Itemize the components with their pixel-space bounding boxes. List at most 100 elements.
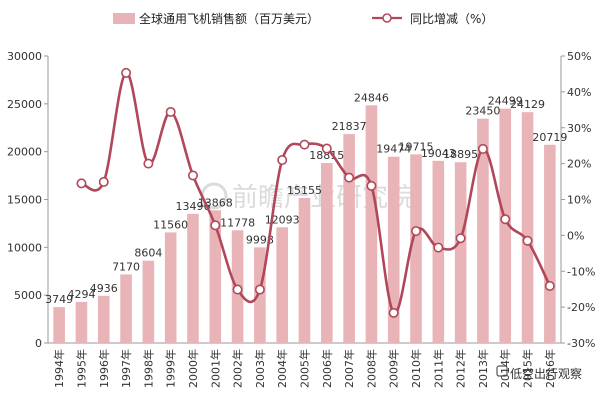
bar — [387, 156, 400, 343]
growth-point — [299, 139, 310, 150]
x-tick-label: 2014年 — [498, 349, 512, 388]
bar — [499, 108, 512, 343]
left-tick-label: 10000 — [7, 241, 42, 254]
bar-data-label: 13496 — [175, 200, 210, 213]
x-tick-label: 2012年 — [454, 349, 468, 388]
bar — [75, 301, 88, 343]
right-tick-label: 50% — [567, 50, 591, 63]
bar — [209, 210, 222, 343]
bar — [477, 118, 489, 343]
bar-data-label: 24846 — [354, 91, 389, 104]
x-tick-label: 1995年 — [74, 349, 88, 388]
bar-data-label: 15155 — [287, 184, 322, 197]
legend-line-marker — [382, 13, 392, 23]
growth-point — [321, 143, 332, 154]
bar-data-label: 7170 — [112, 260, 140, 273]
right-axis-ticks: -30% -20% -10% 0% 10% 20% 30% 40% 50% — [561, 50, 595, 350]
bar — [120, 274, 132, 343]
right-tick-label: 20% — [567, 158, 591, 171]
bar — [254, 247, 266, 343]
x-tick-label: 1999年 — [164, 349, 178, 388]
right-tick-label: 30% — [567, 122, 591, 135]
bar-data-label: 21837 — [332, 120, 367, 133]
growth-point — [477, 143, 488, 154]
right-tick-label: -10% — [567, 265, 595, 278]
corner-watermark-text: 低空出行观察 — [510, 367, 582, 381]
x-tick-label: 2008年 — [364, 349, 378, 388]
bar — [343, 134, 355, 343]
x-tick-label: 2001年 — [208, 349, 222, 388]
legend-bar-label: 全球通用飞机销售额（百万美元） — [139, 11, 319, 26]
x-tick-label: 2013年 — [476, 349, 490, 388]
x-tick-label: 2000年 — [186, 349, 200, 388]
bar-data-label: 11778 — [220, 216, 255, 229]
bar — [142, 260, 155, 343]
growth-point — [388, 307, 399, 318]
x-tick-label: 2004年 — [275, 349, 289, 388]
x-tick-label: 2007年 — [342, 349, 356, 388]
x-tick-label: 2005年 — [298, 349, 312, 388]
growth-point — [277, 155, 288, 166]
bar-data-label: 3749 — [45, 293, 73, 306]
left-tick-label: 20000 — [7, 146, 42, 159]
bar — [454, 162, 467, 343]
bar-data-label: 24499 — [488, 95, 523, 108]
growth-point — [500, 214, 511, 225]
growth-point — [76, 178, 87, 189]
bar-data-label: 19043 — [421, 147, 456, 160]
bar — [97, 295, 110, 343]
x-tick-label: 2010年 — [409, 349, 423, 388]
x-tick-label: 2011年 — [431, 349, 445, 388]
growth-point — [98, 176, 109, 187]
growth-point — [522, 235, 533, 246]
x-tick-label: 2002年 — [231, 349, 245, 388]
bar-data-label: 18895 — [443, 148, 478, 161]
bar-data-label: 19715 — [399, 140, 434, 153]
left-tick-label: 25000 — [7, 98, 42, 111]
bar — [276, 227, 288, 343]
right-tick-label: 0% — [567, 229, 584, 242]
growth-point — [121, 67, 132, 78]
left-axis-ticks: 0 5000 10000 15000 20000 25000 30000 — [7, 50, 48, 350]
x-tick-label: 1997年 — [119, 349, 133, 388]
bar — [410, 154, 422, 343]
bar-data-label: 24129 — [510, 98, 545, 111]
left-tick-label: 30000 — [7, 50, 42, 63]
x-tick-label: 2015年 — [521, 349, 535, 388]
legend-bar-swatch — [113, 13, 135, 24]
bar — [187, 213, 199, 343]
growth-point — [366, 180, 377, 191]
growth-point — [455, 233, 466, 244]
bar — [164, 232, 177, 343]
bar — [53, 307, 65, 343]
wechat-icon — [496, 365, 508, 377]
bar-data-label: 11560 — [153, 218, 188, 231]
growth-point — [232, 284, 243, 295]
bar-data-label: 8604 — [134, 247, 162, 260]
bar — [365, 105, 378, 343]
growth-point — [143, 158, 154, 169]
legend: 全球通用飞机销售额（百万美元） 同比增减（%） — [113, 11, 493, 26]
growth-point — [433, 242, 444, 253]
growth-point — [187, 170, 198, 181]
bar — [321, 163, 333, 343]
left-tick-label: 15000 — [7, 194, 42, 207]
x-tick-label: 1998年 — [141, 349, 155, 388]
bar — [521, 112, 534, 344]
growth-point — [544, 280, 555, 291]
right-tick-label: -20% — [567, 301, 595, 314]
bar-data-label: 19474 — [376, 143, 411, 156]
legend-line-label: 同比增减（%） — [410, 12, 493, 26]
right-tick-label: 10% — [567, 194, 591, 207]
right-tick-label: 40% — [567, 86, 591, 99]
x-axis-ticks: 1994年 1995年 1996年 1997年 1998年 1999年 2000年 2001年… — [52, 349, 557, 388]
x-tick-label: 2003年 — [253, 349, 267, 388]
x-tick-label: 2006年 — [320, 349, 334, 388]
x-tick-label: 1996年 — [97, 349, 111, 388]
corner-watermark: 低空出行观察 — [496, 365, 582, 381]
bar-data-label: 9998 — [246, 233, 274, 246]
growth-point — [344, 172, 355, 183]
bar-data-label: 4294 — [67, 288, 95, 301]
bar-data-label: 4936 — [90, 282, 118, 295]
